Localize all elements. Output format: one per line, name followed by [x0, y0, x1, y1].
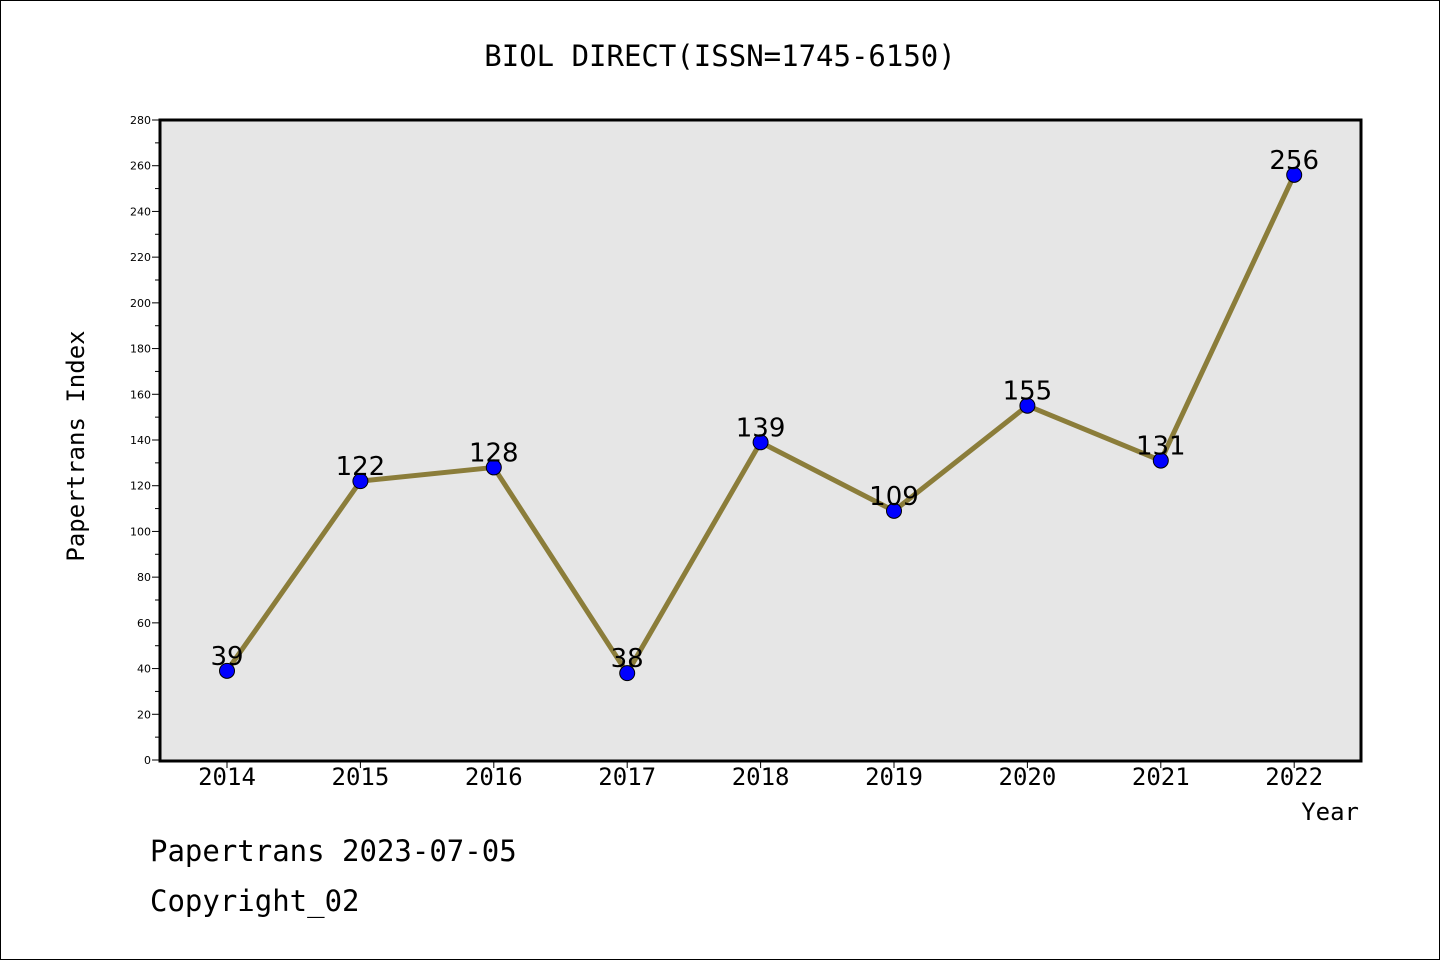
- x-tick-label: 2016: [465, 763, 523, 791]
- y-tick-label: 140: [130, 434, 151, 447]
- y-tick-label: 160: [130, 388, 151, 401]
- data-label: 122: [336, 452, 386, 482]
- data-labels-layer: 39 122 128 38 139 109 155 131 256: [210, 146, 1319, 674]
- y-axis: 0 20 40 60 80 100 120 140 160 180 200 220 240 260 280: [130, 114, 160, 767]
- data-label: 38: [611, 644, 644, 674]
- y-tick-label: 80: [137, 571, 151, 584]
- series-layer: [219, 166, 1303, 682]
- x-tick-label: 2014: [198, 763, 256, 791]
- y-tick-label: 0: [144, 754, 151, 767]
- y-tick-label: 200: [130, 297, 151, 310]
- data-label: 139: [736, 413, 786, 443]
- data-point-marker: [1286, 166, 1303, 183]
- data-point-marker: [752, 434, 769, 451]
- y-tick-label: 280: [130, 114, 151, 127]
- x-tick-label: 2019: [865, 763, 923, 791]
- y-tick-label: 40: [137, 663, 151, 676]
- data-point-marker: [219, 662, 235, 679]
- footer-date-line: Papertrans 2023-07-05: [150, 834, 517, 868]
- data-label: 109: [869, 482, 919, 512]
- y-tick-label: 220: [130, 251, 151, 264]
- x-axis-label: Year: [1301, 798, 1359, 826]
- y-tick-label: 260: [130, 160, 151, 173]
- y-tick-label: 60: [137, 617, 151, 630]
- x-axis: 2014 2015 2016 2017 2018 2019 2020 2021 2022: [198, 760, 1323, 791]
- x-tick-label: 2015: [332, 763, 390, 791]
- y-tick-label: 180: [130, 343, 151, 356]
- data-label: 155: [1003, 377, 1053, 407]
- y-tick-label: 120: [130, 480, 151, 493]
- y-tick-label: 20: [137, 708, 151, 721]
- y-tick-label: 100: [130, 525, 151, 538]
- y-tick-label: 240: [130, 205, 151, 218]
- data-point-marker: [886, 502, 902, 519]
- x-tick-label: 2022: [1265, 763, 1323, 791]
- data-label: 131: [1136, 432, 1186, 462]
- data-point-marker: [1152, 452, 1169, 469]
- data-point-marker: [485, 459, 502, 476]
- footer-copyright: Copyright_02: [150, 884, 360, 918]
- data-label: 128: [469, 438, 519, 468]
- y-axis-label: Papertrans Index: [62, 330, 90, 561]
- data-label: 256: [1269, 146, 1319, 176]
- data-point-marker: [1019, 397, 1036, 414]
- x-tick-label: 2018: [732, 763, 790, 791]
- x-tick-label: 2021: [1132, 763, 1190, 791]
- data-point-marker: [619, 665, 636, 682]
- chart-title: BIOL DIRECT(ISSN=1745-6150): [484, 39, 955, 73]
- data-label: 39: [210, 642, 243, 672]
- x-tick-label: 2017: [598, 763, 656, 791]
- data-point-marker: [352, 473, 369, 490]
- x-tick-label: 2020: [999, 763, 1057, 791]
